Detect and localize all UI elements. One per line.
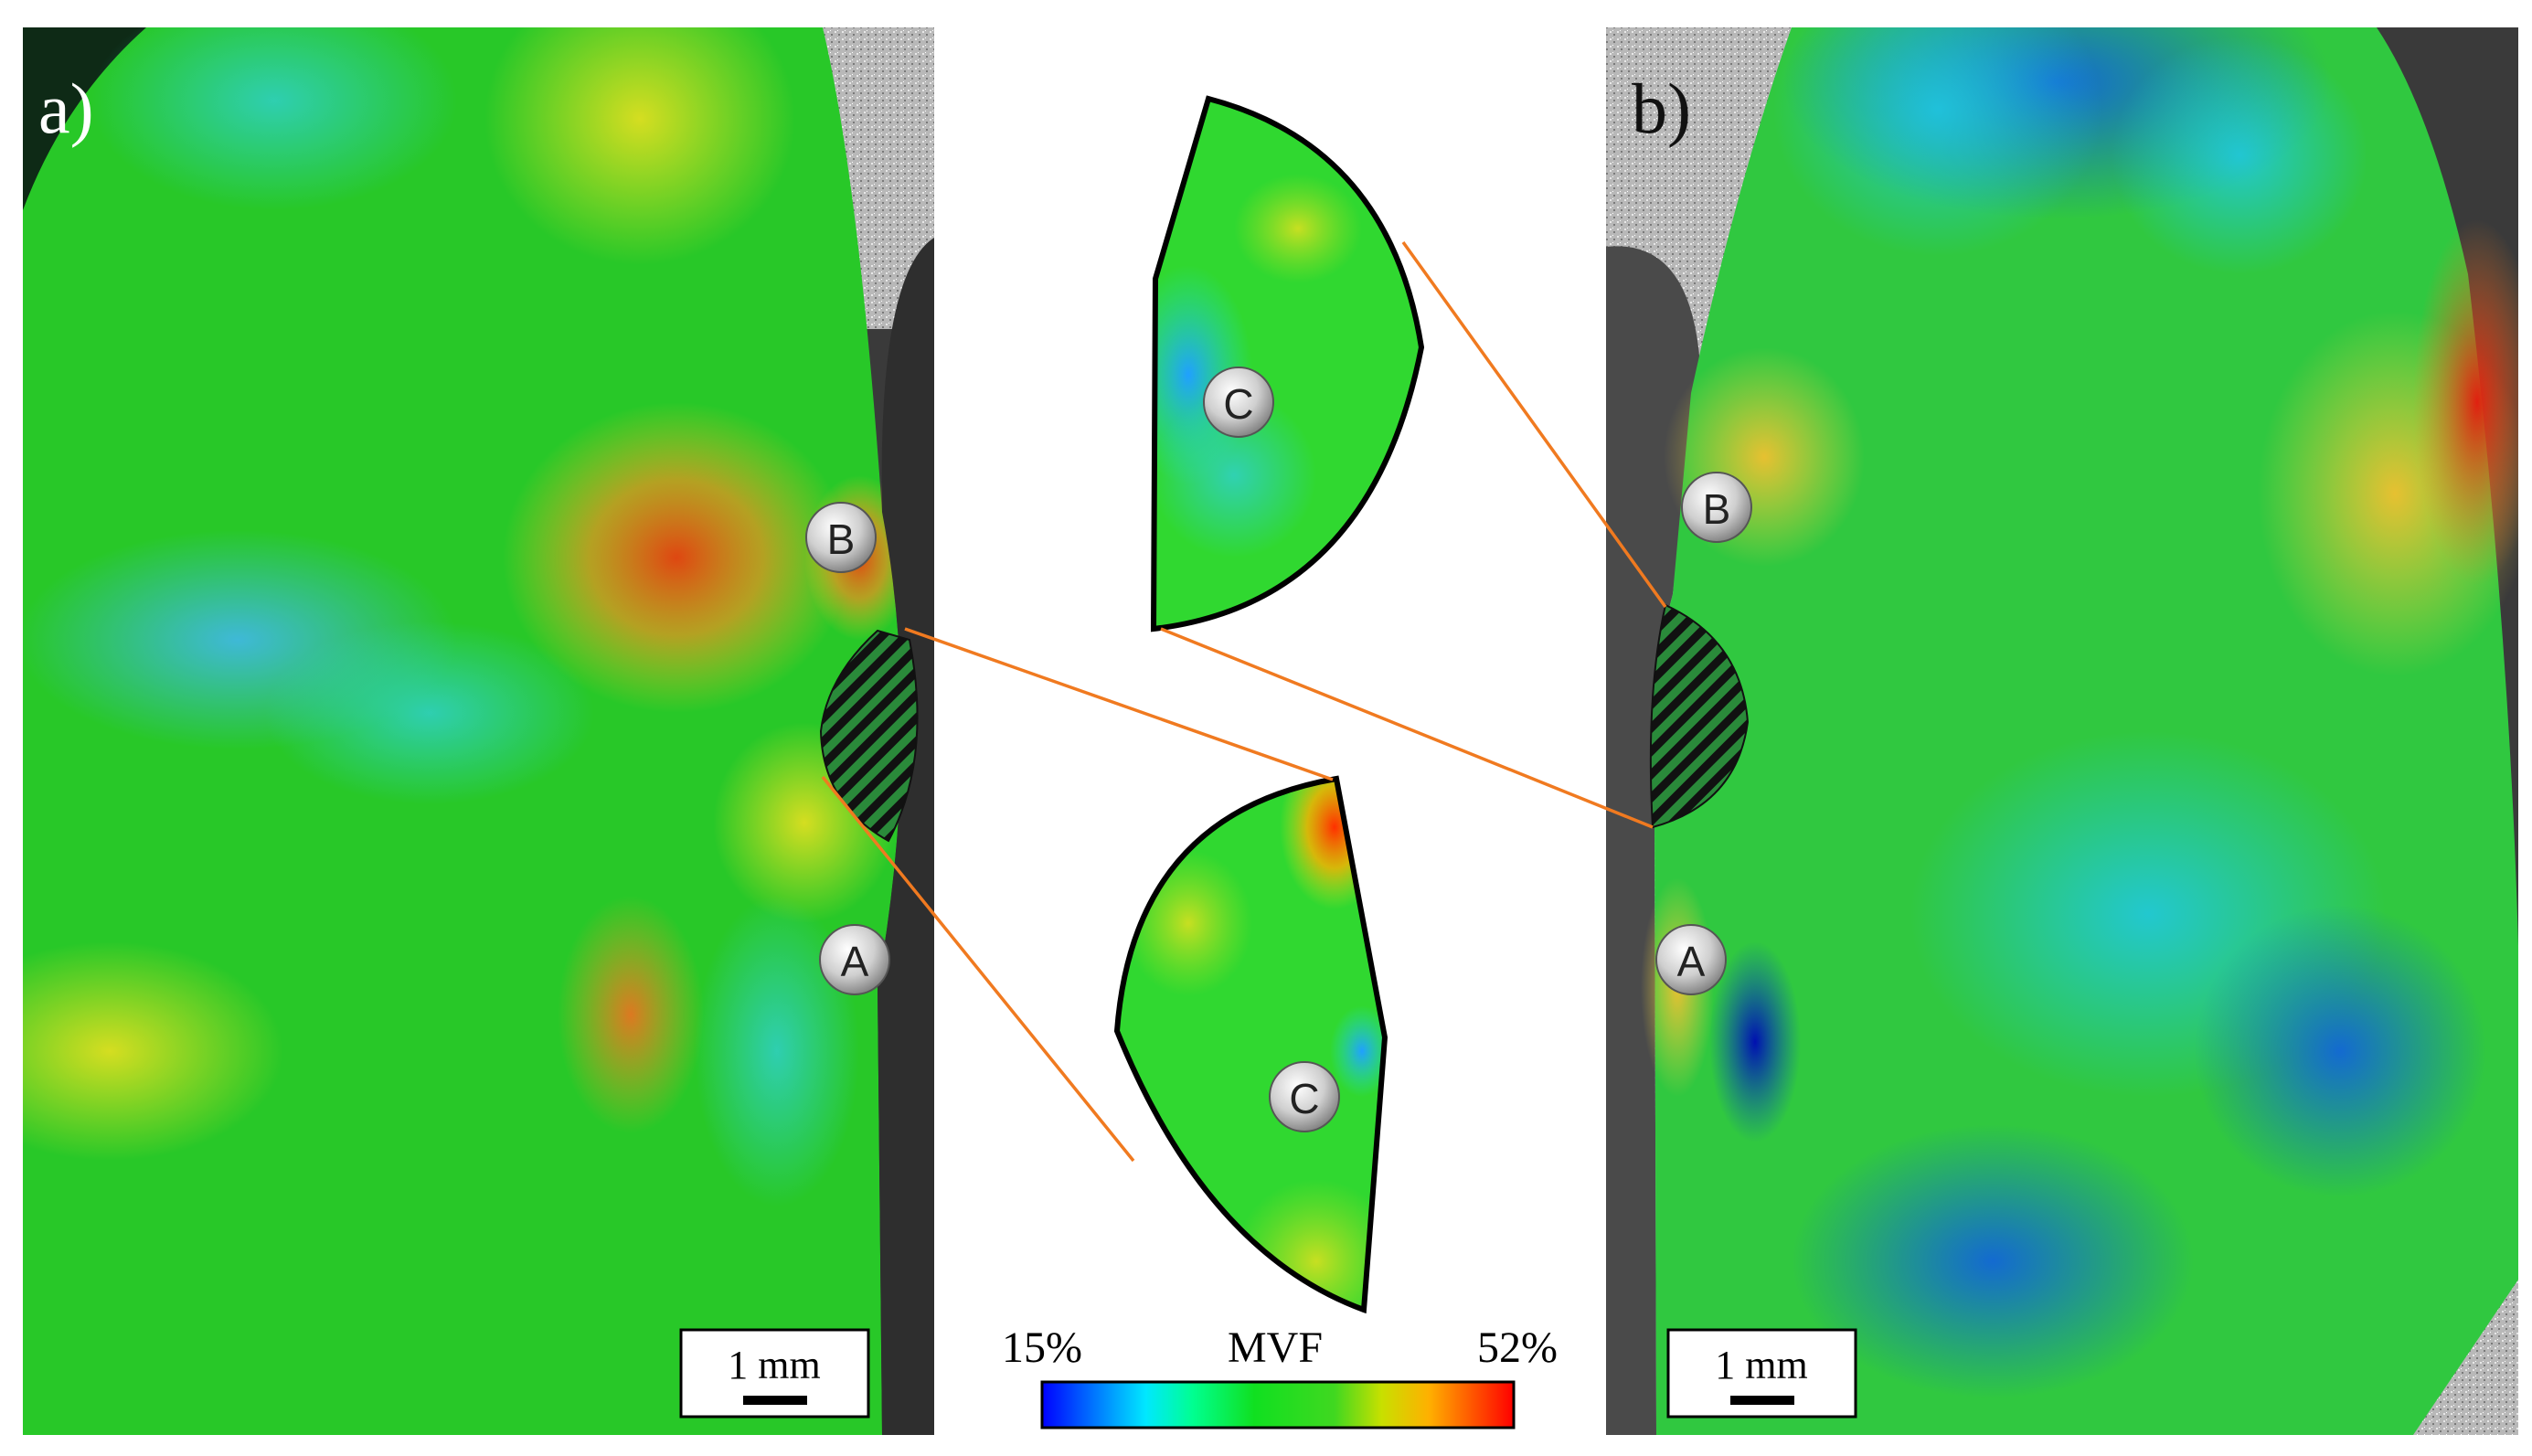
scale-bar-label: 1 mm xyxy=(1715,1343,1807,1387)
inset-c-bottom-blob xyxy=(1330,1005,1385,1097)
inset-c-top xyxy=(1150,95,1425,632)
panel-b xyxy=(1606,27,2518,1435)
panel-a-blob xyxy=(695,896,859,1206)
marker-b-panel-b: B xyxy=(1681,472,1752,543)
panel-b-blob xyxy=(1773,27,2102,256)
connector-lines xyxy=(821,240,1667,1163)
marker-c-label: C xyxy=(1289,1075,1319,1122)
marker-a-label: A xyxy=(841,938,869,985)
panel-a xyxy=(23,27,934,1435)
panel-b-blob xyxy=(1709,941,1801,1142)
colorbar: 15% MVF 52% xyxy=(1002,1323,1558,1429)
connector-c-top-to-b-lower xyxy=(1160,627,1654,829)
scale-bar-label: 1 mm xyxy=(728,1343,820,1387)
marker-c-inset-bottom: C xyxy=(1269,1061,1340,1132)
panel-b-blob xyxy=(2194,905,2486,1197)
panel-a-label: a) xyxy=(38,69,94,148)
panel-a-blob xyxy=(484,27,795,265)
marker-a-label: A xyxy=(1677,938,1706,985)
panel-b-hatched-region xyxy=(1649,603,1750,829)
panel-a-dark-corner xyxy=(23,27,146,210)
marker-b-panel-a: B xyxy=(805,502,877,573)
marker-b-label: B xyxy=(1703,485,1731,533)
colorbar-min-label: 15% xyxy=(1002,1323,1082,1372)
panel-b-label: b) xyxy=(1632,69,1691,148)
panel-a-blob xyxy=(91,27,457,210)
panel-a-blob xyxy=(503,402,850,713)
inset-c-bottom xyxy=(1113,775,1388,1314)
scale-bar-line xyxy=(1730,1396,1794,1405)
inset-c-bottom-outline xyxy=(1113,775,1388,1314)
panel-a-edge-gap xyxy=(878,238,934,1435)
inset-c-top-blob xyxy=(1154,393,1316,558)
colorbar-gradient xyxy=(1040,1380,1516,1429)
scale-bar-line xyxy=(743,1396,807,1405)
panel-a-blob xyxy=(23,941,283,1161)
marker-c-label: C xyxy=(1223,380,1253,428)
marker-a-panel-a: A xyxy=(819,924,890,995)
scale-bar-panel-b: 1 mm xyxy=(1666,1328,1857,1419)
inset-c-top-outline xyxy=(1150,95,1425,632)
marker-c-inset-top: C xyxy=(1203,367,1274,438)
marker-a-panel-b: A xyxy=(1655,924,1727,995)
panel-b-edge-gap xyxy=(1606,246,1700,1435)
panel-a-blob xyxy=(265,622,594,804)
inset-c-top-blob xyxy=(1234,174,1362,283)
connector-a-to-c-bottom-low xyxy=(821,775,1135,1163)
colorbar-title: MVF xyxy=(1228,1323,1323,1372)
panel-b-blob xyxy=(1792,1124,2194,1398)
colorbar-max-label: 52% xyxy=(1477,1323,1558,1372)
marker-b-label: B xyxy=(827,515,856,563)
scale-bar-panel-a: 1 mm xyxy=(679,1328,870,1419)
connector-a-to-c-bottom-top xyxy=(904,627,1334,781)
connector-c-top-to-b-upper xyxy=(1401,240,1667,609)
panel-a-blob xyxy=(558,896,704,1133)
panel-b-blob xyxy=(2112,37,2367,274)
inset-c-bottom-blob xyxy=(1280,779,1385,909)
panel-b-blob xyxy=(2413,219,2518,585)
